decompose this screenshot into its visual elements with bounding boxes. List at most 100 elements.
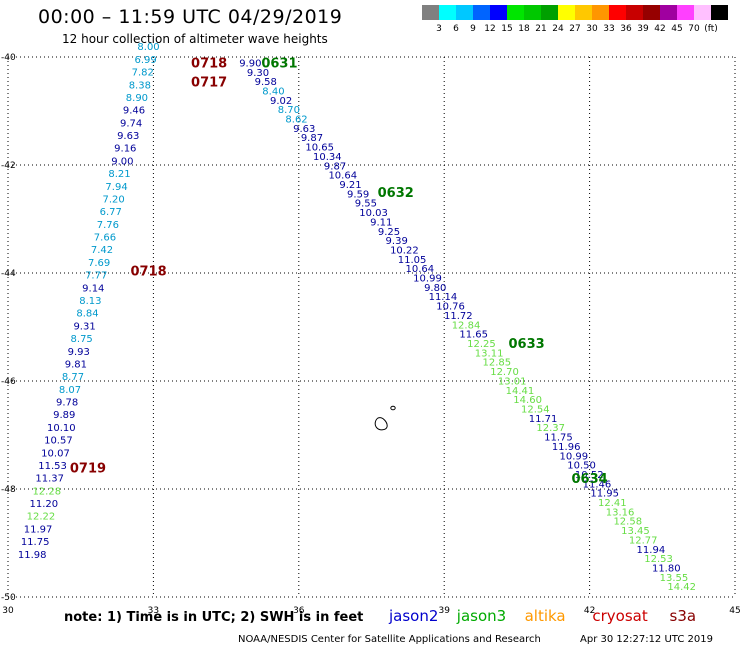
wave-height-label: 12.70 [490, 367, 519, 378]
wave-height-label: 7.20 [103, 194, 125, 205]
wave-height-label: 6.77 [100, 207, 122, 218]
wave-height-label: 7.66 [94, 233, 116, 244]
generated-timestamp: Apr 30 12:27:12 UTC 2019 [580, 634, 713, 645]
wave-height-label: 14.41 [506, 386, 535, 397]
y-tick-label: -48 [1, 485, 16, 495]
wave-height-label: 10.07 [41, 448, 70, 459]
pass-time-label: 0634 [572, 472, 608, 487]
wave-height-label: 9.31 [73, 321, 95, 332]
wave-height-label: 9.25 [378, 227, 400, 238]
wave-height-label: 9.02 [270, 96, 292, 107]
wave-height-label: 11.14 [429, 292, 458, 303]
wave-height-label: 10.22 [390, 245, 419, 256]
legend-label: 36 [620, 24, 632, 34]
wave-height-label: 8.07 [59, 385, 81, 396]
x-tick-label: 42 [584, 606, 595, 616]
wave-height-label: 9.80 [424, 283, 446, 294]
wave-height-label: 11.37 [35, 474, 64, 485]
wave-height-label: 12.37 [536, 423, 565, 434]
y-tick-label: -44 [1, 269, 16, 279]
wave-height-label: 11.94 [637, 545, 666, 556]
wave-height-label: 8.77 [62, 372, 84, 383]
wave-height-label: 13.55 [660, 573, 689, 584]
wave-height-label: 11.98 [18, 550, 47, 561]
axis-labels: 30 33 36 39 42 45 -40 -42 -44 -46 -48 -50 [1, 53, 740, 616]
pass-time-label: 0718 [130, 264, 166, 279]
wave-height-label: 12.85 [483, 358, 512, 369]
wave-height-label: 11.05 [398, 255, 427, 266]
y-tick-label: -46 [1, 377, 16, 387]
legend-label: 24 [552, 24, 564, 34]
wave-height-label: 11.97 [24, 524, 53, 535]
wave-height-label: 7.42 [91, 245, 113, 256]
legend-label: 9 [470, 24, 476, 34]
wave-height-label: 9.55 [355, 199, 377, 210]
wave-height-label: 11.53 [38, 461, 67, 472]
wave-height-label: 12.58 [613, 517, 642, 528]
legend-swatch [507, 5, 524, 20]
wave-height-label: 9.16 [114, 144, 136, 155]
wave-height-label: 9.58 [255, 77, 277, 88]
wave-height-label: 13.11 [475, 348, 504, 359]
legend-label: (ft) [704, 24, 718, 34]
wave-height-label: 9.00 [111, 156, 133, 167]
wave-height-label: 12.84 [452, 320, 481, 331]
chart-subtitle: 12 hour collection of altimeter wave hei… [62, 32, 328, 46]
legend-label: 39 [637, 24, 649, 34]
legend-swatch [643, 5, 660, 20]
legend-label: 30 [586, 24, 598, 34]
legend-swatch [490, 5, 507, 20]
legend-swatch [456, 5, 473, 20]
wave-height-label: 9.63 [117, 131, 139, 142]
pass-time-label: 0632 [378, 186, 414, 201]
wave-height-label: 10.50 [567, 461, 596, 472]
satellite-name: cryosat [592, 607, 648, 625]
pass-time-label: 0717 [191, 75, 227, 90]
wave-height-label: 12.77 [629, 535, 658, 546]
wave-height-label: 10.64 [405, 264, 434, 275]
wave-height-label: 11.80 [652, 563, 681, 574]
legend-swatch [558, 5, 575, 20]
wave-height-label: 7.77 [85, 271, 107, 282]
wave-height-label: 9.87 [301, 133, 323, 144]
wave-height-label: 10.10 [47, 423, 76, 434]
wave-height-label: 9.74 [120, 118, 142, 129]
wave-height-label: 9.11 [370, 217, 392, 228]
wave-height-label: 12.28 [32, 486, 61, 497]
wave-height-label: 12.53 [644, 554, 673, 565]
wave-height-label: 9.78 [56, 398, 78, 409]
wave-height-label: 13.16 [606, 507, 635, 518]
wave-height-label: 10.64 [328, 171, 357, 182]
satellite-name: jason2 [389, 607, 439, 625]
wave-height-label: 10.65 [305, 143, 334, 154]
wave-height-label: 7.94 [105, 182, 127, 193]
wave-height-label: 11.96 [552, 442, 581, 453]
satellite-name: s3a [669, 607, 697, 625]
wave-height-label: 10.99 [413, 274, 442, 285]
legend-label: 33 [603, 24, 615, 34]
legend-swatch [626, 5, 643, 20]
legend-swatch [473, 5, 490, 20]
y-tick-label: -50 [1, 593, 16, 603]
legend-label: 15 [501, 24, 513, 34]
wave-height-label: 8.13 [79, 296, 101, 307]
wave-height-label: 10.57 [44, 436, 73, 447]
wave-height-label: 12.54 [521, 404, 550, 415]
credit-line: NOAA/NESDIS Center for Satellite Applica… [238, 634, 541, 645]
wave-height-label: 13.01 [498, 376, 527, 387]
satellite-name: altika [524, 607, 566, 625]
legend-swatch [592, 5, 609, 20]
legend-swatch [609, 5, 626, 20]
wave-height-label: 10.03 [359, 208, 388, 219]
pass-time-labels: 0718 0717 0718 0719 0631 0632 0633 0634 [70, 56, 608, 487]
wave-height-label: 7.82 [132, 68, 154, 79]
wave-height-label: 7.76 [97, 220, 119, 231]
legend-label: 27 [569, 24, 581, 34]
wave-height-label: 9.21 [339, 180, 361, 191]
legend-swatch [524, 5, 541, 20]
x-tick-label: 33 [148, 606, 159, 616]
wave-height-label: 7.69 [88, 258, 110, 269]
wave-height-label: 11.95 [590, 489, 619, 500]
wave-height-label: 9.81 [65, 359, 87, 370]
